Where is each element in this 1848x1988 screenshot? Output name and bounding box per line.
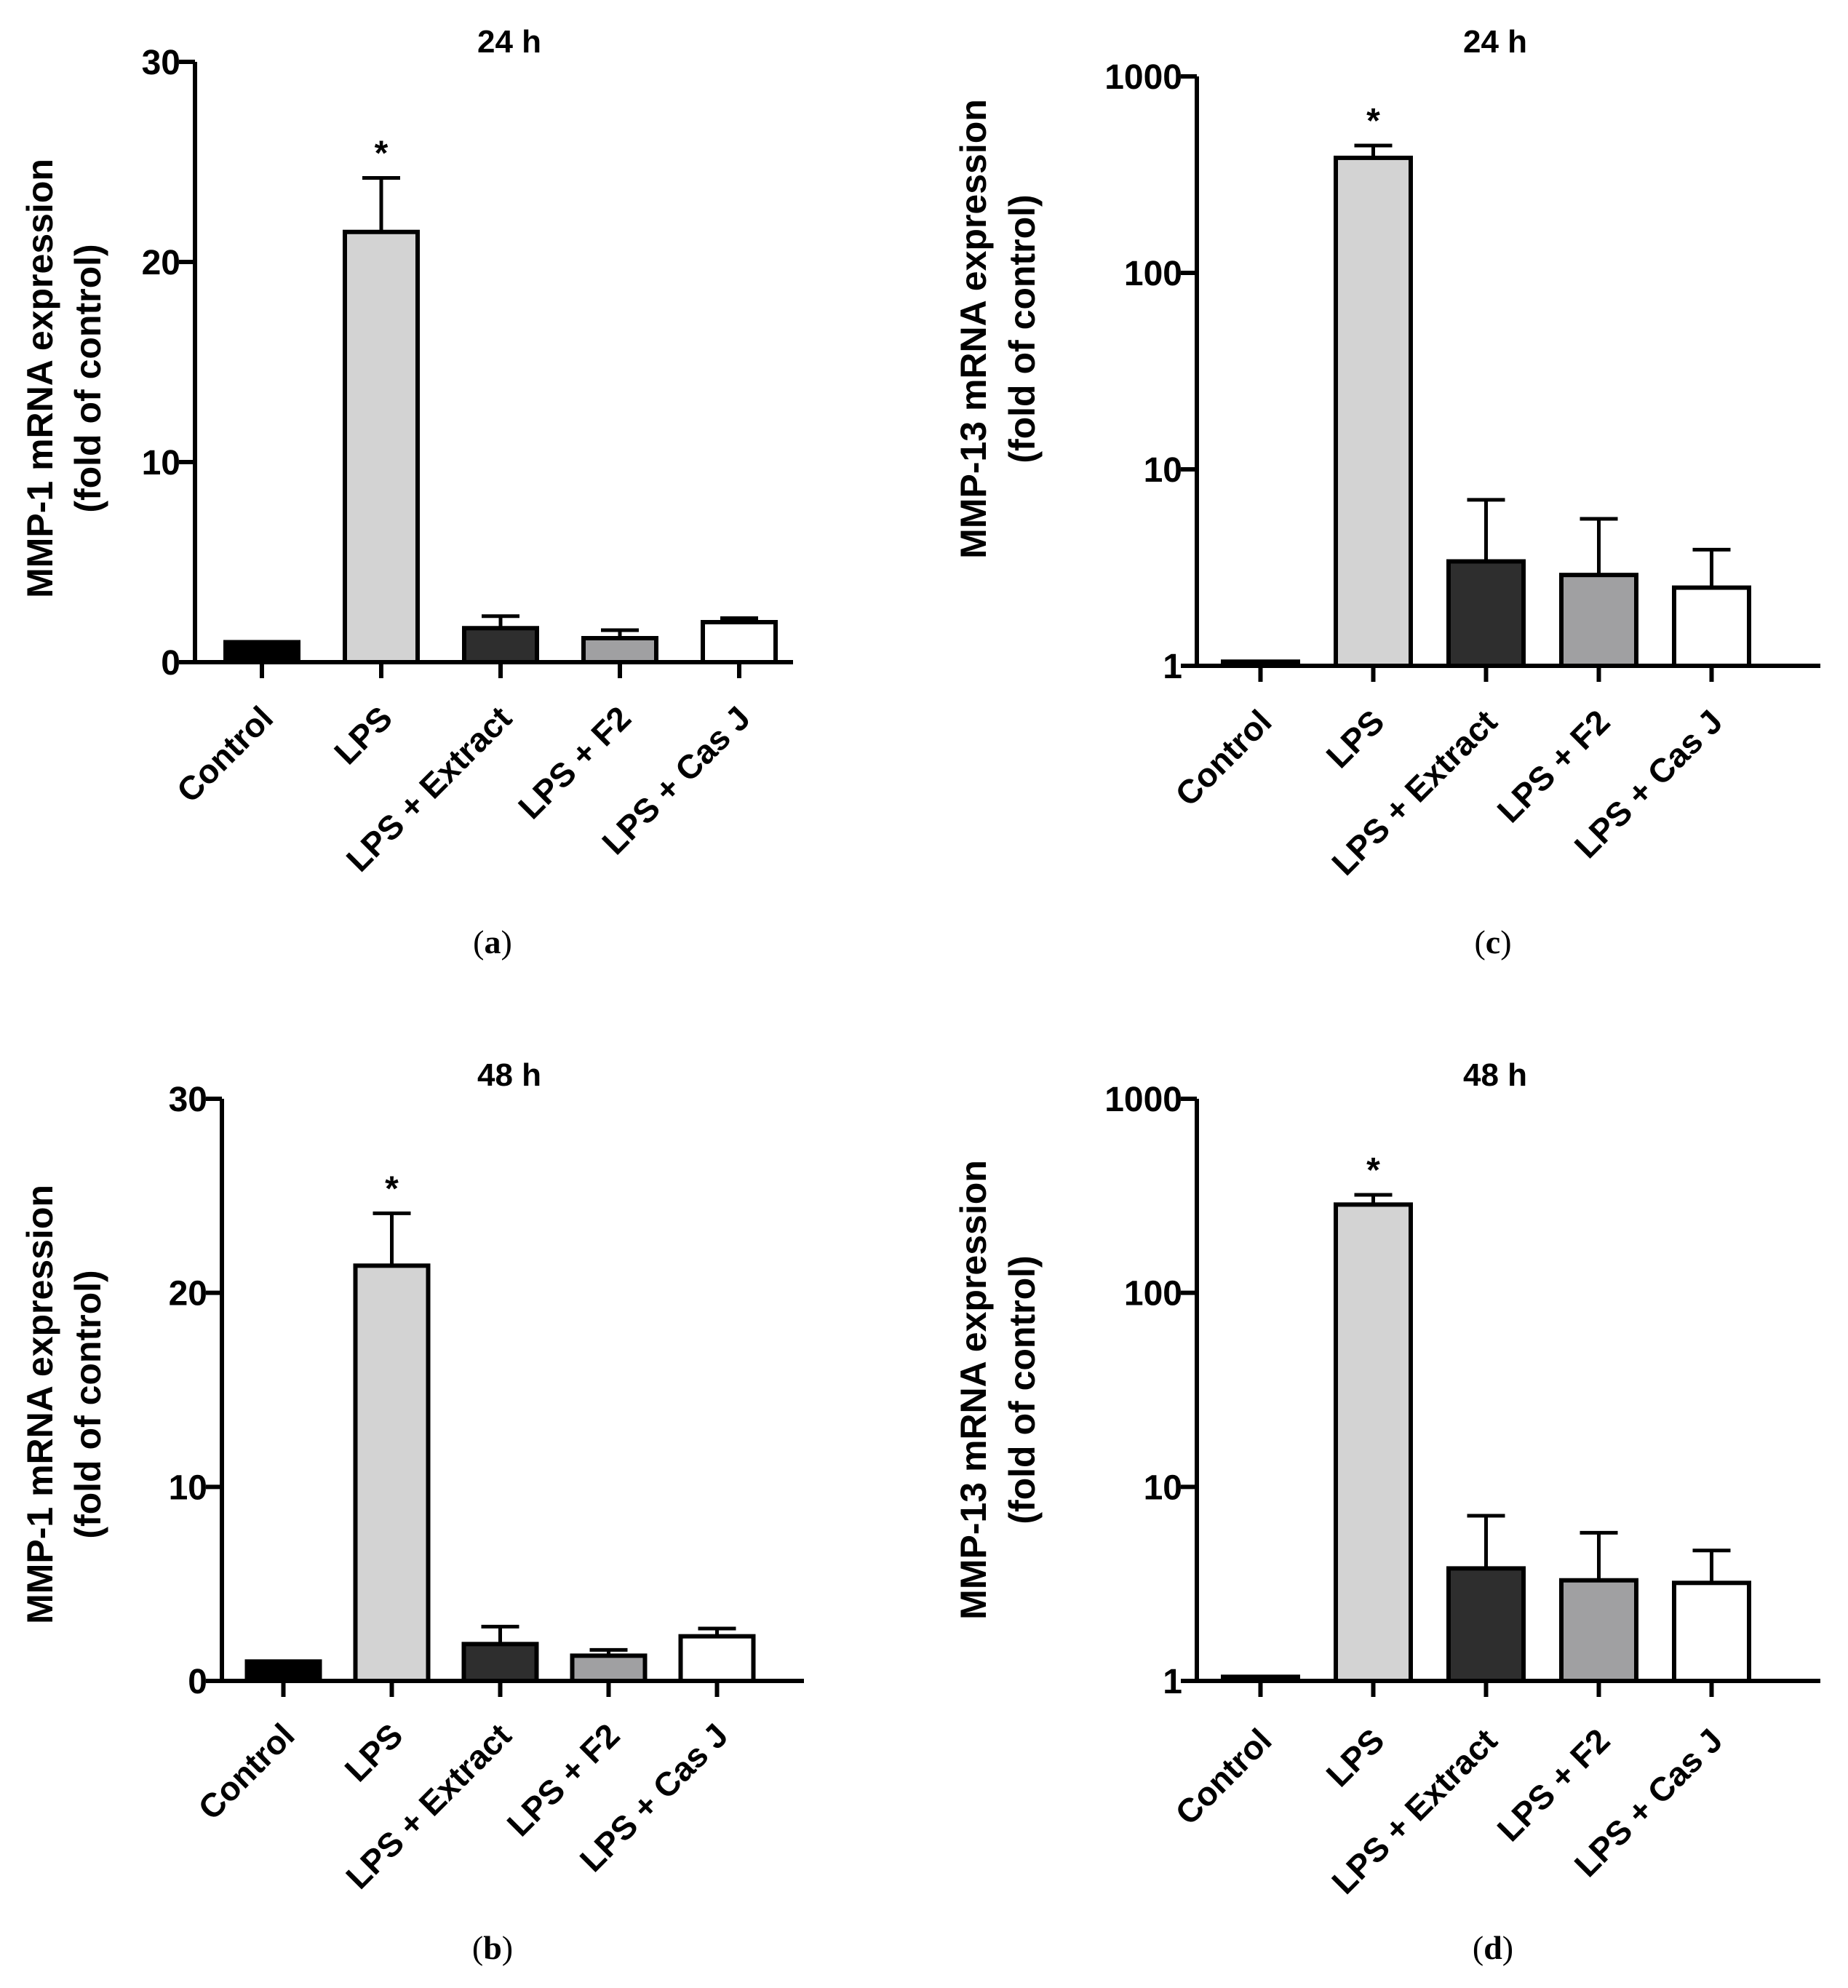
y-axis-label: MMP-13 mRNA expression [953, 99, 994, 559]
bar [1334, 1202, 1413, 1684]
bar [1221, 1674, 1300, 1684]
panel-title: 48 h [1463, 1057, 1527, 1093]
y-tick-label: 1000 [1104, 58, 1182, 97]
y-axis-label: (fold of control) [1002, 1255, 1043, 1524]
bar [581, 636, 658, 664]
bar [1446, 1566, 1526, 1684]
category-label: LPS + F2 [511, 699, 638, 826]
bar [701, 620, 778, 664]
bar [570, 1653, 648, 1683]
y-tick-label: 10 [1144, 1468, 1182, 1507]
bar [461, 1642, 539, 1683]
significance-mark: * [1366, 1151, 1380, 1190]
y-tick-label: 0 [188, 1663, 207, 1701]
bar [678, 1634, 756, 1684]
bar [343, 229, 420, 664]
significance-mark: * [375, 135, 389, 173]
y-tick-label: 30 [142, 44, 180, 82]
bar [1334, 155, 1413, 668]
bar [1221, 659, 1300, 668]
bar [1672, 1581, 1751, 1684]
chart-panel-c: 1 10 100 1000 MMP-13 mRNA expression (fold of… [953, 24, 1820, 961]
panel-title: 24 h [1463, 24, 1527, 60]
panel-title: 24 h [477, 24, 541, 60]
y-tick-label: 1 [1163, 1663, 1182, 1701]
significance-mark: * [385, 1169, 399, 1208]
y-tick-label: 1000 [1104, 1081, 1182, 1119]
category-label: LPS [338, 1716, 410, 1789]
y-tick-label: 20 [169, 1275, 207, 1313]
panel-caption: (d) [1473, 1929, 1513, 1966]
significance-mark: * [1366, 102, 1380, 140]
y-tick-label: 100 [1124, 255, 1182, 293]
panel-caption: (a) [473, 923, 512, 961]
y-axis-label: MMP-1 mRNA expression [20, 1185, 60, 1624]
bar [1559, 1578, 1638, 1684]
category-label: LPS [1319, 702, 1392, 775]
y-axis-label: MMP-1 mRNA expression [20, 159, 60, 598]
bar [353, 1263, 431, 1684]
y-tick-label: 1 [1163, 648, 1182, 686]
y-axis-label: (fold of control) [68, 244, 108, 512]
panel-title: 48 h [477, 1057, 541, 1093]
panel-caption: (b) [472, 1929, 513, 1966]
chart-panel-d: 1 10 100 1000 MMP-13 mRNA expression (fold of… [953, 1057, 1820, 1966]
bar [1446, 559, 1526, 668]
y-axis-label: MMP-13 mRNA expression [953, 1160, 994, 1620]
category-label: LPS [327, 699, 399, 771]
y-tick-label: 10 [142, 444, 180, 482]
y-tick-label: 10 [169, 1468, 207, 1507]
bar [244, 1659, 322, 1683]
bar [462, 626, 539, 664]
chart-panel-a: 0 10 20 30 MMP-1 mRNA expression (fold of con… [20, 24, 793, 961]
category-label: Control [170, 699, 280, 809]
y-tick-label: 0 [161, 644, 180, 683]
y-tick-label: 20 [142, 244, 180, 282]
y-tick-label: 10 [1144, 451, 1182, 490]
bar [1559, 573, 1638, 668]
bar [223, 640, 300, 664]
y-tick-label: 30 [169, 1081, 207, 1119]
category-label: LPS [1319, 1721, 1392, 1794]
category-label: Control [191, 1716, 301, 1826]
chart-panel-b: 0 10 20 30 MMP-1 mRNA expression (fold of con… [20, 1057, 804, 1966]
bar [1672, 585, 1751, 669]
category-label: Control [1168, 702, 1278, 813]
category-label: Control [1168, 1721, 1278, 1832]
y-tick-label: 100 [1124, 1275, 1182, 1313]
y-axis-label: (fold of control) [68, 1270, 108, 1538]
y-axis-label: (fold of control) [1002, 194, 1043, 463]
panel-caption: (c) [1474, 923, 1511, 961]
